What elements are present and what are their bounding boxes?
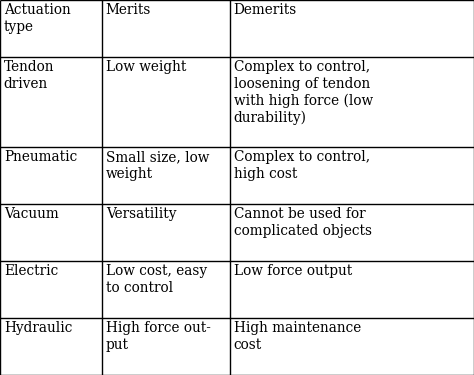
Text: Complex to control,
high cost: Complex to control, high cost xyxy=(234,150,370,181)
Text: Cannot be used for
complicated objects: Cannot be used for complicated objects xyxy=(234,207,372,238)
Text: Versatility: Versatility xyxy=(106,207,176,221)
Text: High maintenance
cost: High maintenance cost xyxy=(234,321,361,352)
Text: Tendon
driven: Tendon driven xyxy=(4,60,55,91)
Text: High force out-
put: High force out- put xyxy=(106,321,210,352)
Text: Complex to control,
loosening of tendon
with high force (low
durability): Complex to control, loosening of tendon … xyxy=(234,60,373,125)
Text: Hydraulic: Hydraulic xyxy=(4,321,72,335)
Text: Actuation
type: Actuation type xyxy=(4,3,71,34)
Text: Vacuum: Vacuum xyxy=(4,207,59,221)
Text: Low weight: Low weight xyxy=(106,60,186,74)
Text: Small size, low
weight: Small size, low weight xyxy=(106,150,209,181)
Text: Merits: Merits xyxy=(106,3,151,17)
Text: Low force output: Low force output xyxy=(234,264,352,278)
Text: Electric: Electric xyxy=(4,264,58,278)
Text: Demerits: Demerits xyxy=(234,3,297,17)
Text: Low cost, easy
to control: Low cost, easy to control xyxy=(106,264,207,295)
Text: Pneumatic: Pneumatic xyxy=(4,150,77,165)
